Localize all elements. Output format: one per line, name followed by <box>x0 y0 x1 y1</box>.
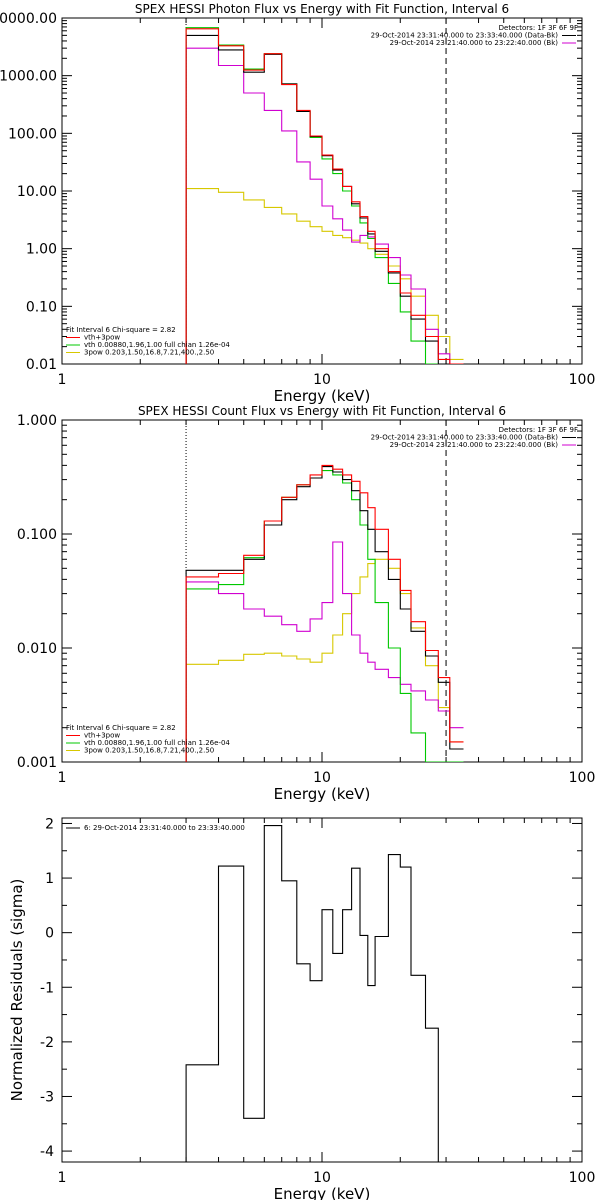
panel2-legend-entry: 29-Oct-2014 23:31:40.000 to 23:33:40.000… <box>371 434 559 442</box>
panel3-x-tick-label: 10 <box>313 1170 331 1186</box>
panel1-y-tick-label: 0000.00 <box>0 11 57 27</box>
panel3-y-tick-label: -1 <box>40 980 54 996</box>
panel2-y-tick-label: 0.001 <box>17 755 57 771</box>
panel1-series-line <box>185 28 464 364</box>
panel3-y-tick-label: -3 <box>40 1089 54 1105</box>
panel2-legend-entry: 29-Oct-2014 23:21:40.000 to 23:22:40.000… <box>390 441 559 449</box>
panel1-x-tick-label: 100 <box>569 372 596 388</box>
panel3-y-tick-label: -2 <box>40 1035 54 1051</box>
panel1-legend-entry: vth 0.00880,1.96,1.00 full chian 1.26e-0… <box>84 341 230 349</box>
panel3-series-line <box>185 825 450 1162</box>
panel1-y-tick-label: 1.00 <box>26 242 57 258</box>
panel2-series-line <box>185 466 464 762</box>
panel3-y-axis-label: Normalized Residuals (sigma) <box>8 879 26 1102</box>
panel3-y-tick-label: -4 <box>40 1144 54 1160</box>
panel1-legend-entry: Fit Interval 6 Chi-square = 2.82 <box>66 326 176 334</box>
panel2-series-line <box>185 541 464 762</box>
panel2-legend-entry: 3pow 0.203,1.50,16.8,7.21,400.,2.50 <box>84 747 214 755</box>
panel1-legend-entry: Detectors: 1F 3F 6F 9F <box>499 24 578 32</box>
panel2-y-tick-label: 1.000 <box>17 413 57 429</box>
panel1-y-tick-label: 1000.00 <box>0 69 57 85</box>
panel2-x-axis-label: Energy (keV) <box>274 785 371 803</box>
panel1-legend-entry: 3pow 0.203,1.50,16.8,7.21,400.,2.50 <box>84 349 214 357</box>
panel1-y-tick-label: 0.10 <box>26 299 57 315</box>
panel1-series-line <box>185 47 464 364</box>
panel1-y-tick-label: 10.00 <box>17 184 57 200</box>
panel3-x-tick-label: 100 <box>569 1170 596 1186</box>
panel1-title: SPEX HESSI Photon Flux vs Energy with Fi… <box>135 2 509 16</box>
panel1-x-axis-label: Energy (keV) <box>274 387 371 405</box>
panel1-legend-entry: 29-Oct-2014 23:21:40.000 to 23:22:40.000… <box>390 39 559 47</box>
panel1-y-tick-label: 100.00 <box>8 126 57 142</box>
panel1-legend-entry: 29-Oct-2014 23:31:40.000 to 23:33:40.000… <box>371 32 559 40</box>
panel2-legend-entry: vth 0.00880,1.96,1.00 full chian 1.26e-0… <box>84 739 230 747</box>
panel1-y-tick-label: 0.01 <box>26 357 57 373</box>
panel1-x-tick-label: 10 <box>313 372 331 388</box>
panel2-series-line <box>185 464 464 762</box>
panel2-y-tick-label: 0.100 <box>17 527 57 543</box>
panel2-y-tick-label: 0.010 <box>17 641 57 657</box>
panel3-legend-entry: 6: 29-Oct-2014 23:31:40.000 to 23:33:40.… <box>84 824 245 832</box>
panel2-x-tick-label: 1 <box>58 770 67 786</box>
panel1-legend-entry: vth+3pow <box>84 334 120 342</box>
panel2-x-tick-label: 100 <box>569 770 596 786</box>
panel2-title: SPEX HESSI Count Flux vs Energy with Fit… <box>138 404 506 418</box>
panel3-x-axis-label: Energy (keV) <box>274 1185 371 1200</box>
panel3-y-tick-label: 1 <box>45 871 54 887</box>
panel2-legend-entry: Detectors: 1F 3F 6F 9F <box>499 426 578 434</box>
panel2-legend-entry: vth+3pow <box>84 732 120 740</box>
panel3-y-tick-label: 0 <box>45 926 54 942</box>
panel2-legend-entry: Fit Interval 6 Chi-square = 2.82 <box>66 724 176 732</box>
panel3-y-tick-label: 2 <box>45 816 54 832</box>
panel3-x-tick-label: 1 <box>58 1170 67 1186</box>
panel1-x-tick-label: 1 <box>58 372 67 388</box>
panel2-x-tick-label: 10 <box>313 770 331 786</box>
